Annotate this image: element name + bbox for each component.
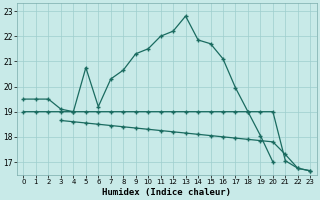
X-axis label: Humidex (Indice chaleur): Humidex (Indice chaleur) <box>102 188 231 197</box>
